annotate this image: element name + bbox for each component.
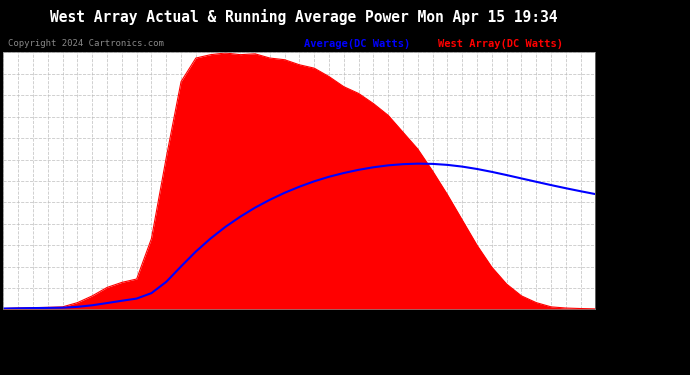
Text: West Array(DC Watts): West Array(DC Watts) <box>438 39 563 50</box>
Text: Average(DC Watts): Average(DC Watts) <box>304 39 410 50</box>
Text: Copyright 2024 Cartronics.com: Copyright 2024 Cartronics.com <box>8 39 164 48</box>
Text: West Array Actual & Running Average Power Mon Apr 15 19:34: West Array Actual & Running Average Powe… <box>50 9 558 26</box>
